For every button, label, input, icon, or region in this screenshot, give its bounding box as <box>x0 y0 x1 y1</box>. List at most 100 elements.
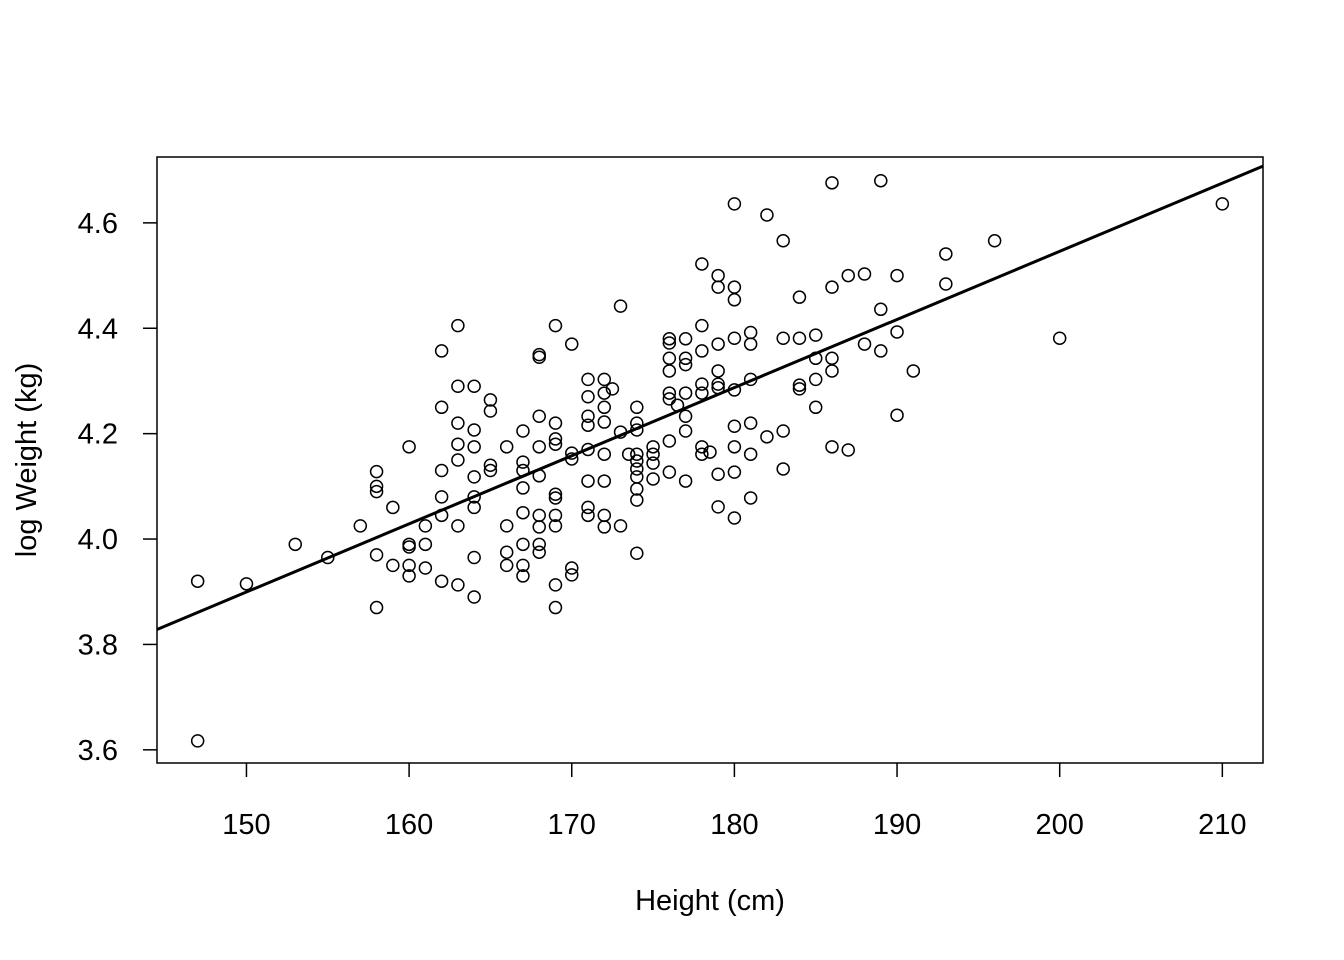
data-point <box>678 332 693 346</box>
y-tick-label: 4.6 <box>78 208 118 240</box>
data-point <box>565 561 579 575</box>
regression-line <box>156 164 1264 631</box>
data-point <box>190 734 205 748</box>
data-point <box>451 379 465 393</box>
data-point <box>386 500 400 515</box>
x-tick-label: 160 <box>385 809 433 841</box>
data-point <box>621 447 636 461</box>
data-point <box>613 299 628 313</box>
data-point <box>581 390 595 404</box>
data-point <box>711 268 725 283</box>
data-point <box>857 267 872 281</box>
data-point <box>613 519 628 533</box>
data-point <box>467 590 481 604</box>
data-point <box>516 424 530 438</box>
data-point <box>483 404 498 418</box>
data-point <box>434 574 449 588</box>
data-point <box>890 325 904 339</box>
data-point <box>369 479 384 494</box>
data-point <box>874 344 888 358</box>
data-point <box>792 290 807 304</box>
data-point <box>353 519 368 533</box>
x-axis-label: Height (cm) <box>635 885 785 917</box>
data-point <box>630 482 644 496</box>
plot-frame <box>156 156 1264 764</box>
data-point <box>548 491 563 505</box>
data-point <box>581 409 595 424</box>
data-point <box>743 491 758 505</box>
x-tick-label: 150 <box>222 809 270 841</box>
data-point <box>597 372 612 387</box>
x-tick-label: 170 <box>548 809 596 841</box>
data-point <box>418 561 433 575</box>
data-point <box>630 546 644 561</box>
data-point <box>597 447 612 461</box>
data-point <box>825 176 839 190</box>
data-point <box>434 463 449 478</box>
data-point <box>467 423 481 437</box>
data-point <box>565 337 579 351</box>
data-point <box>467 500 481 515</box>
data-point <box>808 328 823 342</box>
data-point <box>548 416 563 430</box>
data-point <box>711 377 725 391</box>
data-point <box>695 344 709 358</box>
data-point <box>369 600 384 615</box>
data-point <box>743 416 758 430</box>
data-point <box>792 378 807 392</box>
data-point <box>239 577 254 591</box>
data-point <box>727 293 742 307</box>
data-point <box>825 364 839 378</box>
data-point <box>483 458 498 473</box>
data-point <box>646 440 660 454</box>
data-point <box>662 364 677 378</box>
data-point <box>532 537 546 552</box>
data-point <box>190 574 205 588</box>
y-tick-label: 3.6 <box>78 735 118 767</box>
data-point <box>369 484 384 499</box>
data-point <box>548 519 563 533</box>
data-point <box>369 464 384 479</box>
data-point <box>516 505 530 520</box>
data-point <box>874 173 888 188</box>
data-point <box>760 430 774 444</box>
data-point <box>743 447 758 461</box>
data-point <box>939 247 953 261</box>
data-point <box>605 382 620 396</box>
data-point <box>288 537 302 552</box>
x-tick-label: 200 <box>1035 809 1083 841</box>
data-point <box>499 519 514 533</box>
data-point <box>451 437 465 451</box>
data-point <box>662 386 677 400</box>
data-point <box>581 508 595 523</box>
data-point <box>434 490 449 504</box>
data-point <box>516 569 530 583</box>
data-point <box>386 558 400 573</box>
data-point <box>825 280 839 294</box>
data-point <box>727 419 742 434</box>
data-point <box>418 519 433 533</box>
data-point <box>808 372 823 387</box>
data-point <box>711 500 725 514</box>
data-point <box>548 437 563 451</box>
data-point <box>711 280 725 294</box>
data-point <box>662 351 677 366</box>
data-point <box>451 453 465 467</box>
data-point <box>467 550 481 565</box>
data-point <box>776 234 790 248</box>
data-point <box>630 462 644 476</box>
data-point <box>532 350 546 364</box>
data-point <box>662 465 677 479</box>
data-point <box>321 550 335 565</box>
data-point <box>776 462 790 476</box>
y-axis-label: log Weight (kg) <box>11 363 43 558</box>
data-point <box>499 440 514 454</box>
data-point <box>451 519 465 533</box>
data-point <box>890 408 904 422</box>
data-point <box>662 434 677 448</box>
data-point <box>483 463 498 478</box>
data-point <box>483 393 498 407</box>
data-point <box>467 470 481 484</box>
data-point <box>678 474 693 488</box>
